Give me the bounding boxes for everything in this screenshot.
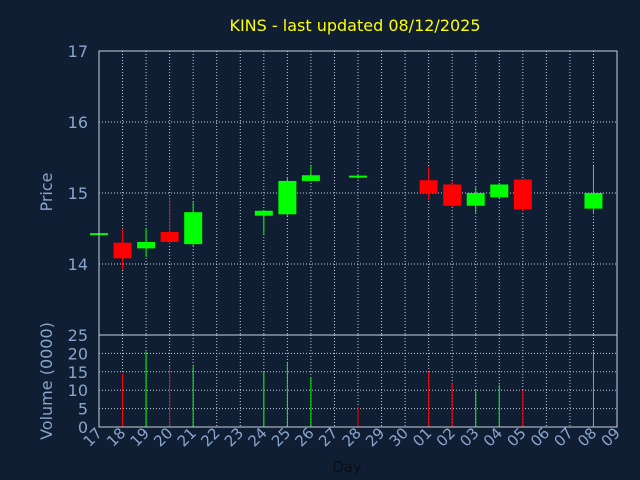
candle-body: [278, 180, 297, 215]
volume-tick-label: 25: [68, 326, 88, 345]
candle-body: [584, 193, 603, 209]
volume-tick-label: 10: [68, 381, 88, 400]
candle-body: [513, 179, 532, 210]
candle-body: [137, 241, 156, 249]
candle-body: [113, 242, 132, 259]
volume-axis-label: Volume (0000): [37, 322, 56, 440]
candle-body: [184, 212, 203, 245]
candle-body: [443, 184, 462, 206]
volume-tick-label: 15: [68, 363, 88, 382]
chart-title: KINS - last updated 08/12/2025: [229, 16, 480, 35]
price-tick-label: 16: [68, 113, 88, 132]
candle-body: [466, 193, 485, 206]
volume-tick-label: 5: [78, 400, 88, 419]
candle-body: [254, 210, 273, 216]
marks-layer: [90, 166, 603, 427]
price-tick-label: 17: [68, 42, 88, 61]
candle-body: [419, 180, 438, 193]
candle-body: [490, 184, 509, 198]
price-tick-label: 15: [68, 184, 88, 203]
volume-tick-label: 0: [78, 418, 88, 437]
candle-body: [160, 232, 179, 242]
candle-body: [301, 175, 320, 181]
day-axis-label: Day: [332, 458, 362, 476]
volume-tick-label: 20: [68, 344, 88, 363]
price-axis-label: Price: [37, 172, 56, 211]
price-tick-label: 14: [68, 255, 88, 274]
volume-plot-border: [98, 334, 618, 428]
plot-borders: [98, 50, 618, 428]
